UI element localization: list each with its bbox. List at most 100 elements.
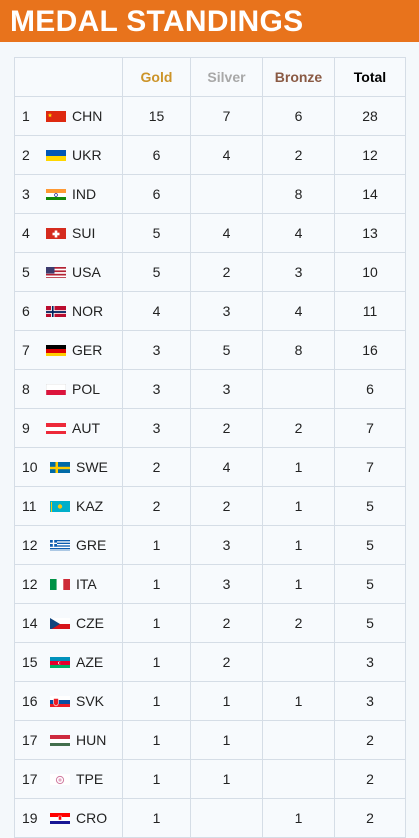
table-row: 14 CZE 1 2 2 5 — [14, 603, 406, 643]
country-cell[interactable]: 5 USA — [14, 252, 123, 292]
rank-label: 8 — [22, 381, 30, 397]
bronze-count: 4 — [262, 291, 335, 331]
country-cell[interactable]: 19 CRO — [14, 798, 123, 838]
bronze-count: 1 — [262, 798, 335, 838]
silver-count: 3 — [190, 369, 263, 409]
page-title: MEDAL STANDINGS — [0, 0, 419, 42]
silver-count: 1 — [190, 759, 263, 799]
table-row: 1 CHN 15 7 6 28 — [14, 96, 406, 136]
silver-count — [190, 174, 263, 214]
total-count: 6 — [334, 369, 406, 409]
country-cell[interactable]: 3 IND — [14, 174, 123, 214]
gold-count: 1 — [122, 564, 191, 604]
country-code: GRE — [76, 537, 107, 553]
table-row: 19 CRO 1 1 2 — [14, 798, 406, 838]
silver-count: 7 — [190, 96, 263, 136]
country-cell[interactable]: 11 KAZ — [14, 486, 123, 526]
silver-column-header[interactable]: Silver — [190, 57, 263, 97]
country-code: HUN — [76, 732, 107, 748]
bronze-count: 2 — [262, 408, 335, 448]
country-code: UKR — [72, 147, 102, 163]
total-count: 11 — [334, 291, 406, 331]
rank-label: 10 — [22, 459, 38, 475]
chinese-taipei-flag-icon — [50, 773, 70, 785]
country-cell[interactable]: 8 POL — [14, 369, 123, 409]
country-cell[interactable]: 12 ITA — [14, 564, 123, 604]
medal-table: Gold Silver Bronze Total 1 CHN 15 7 6 28 2 UKR 6… — [14, 57, 406, 838]
gold-count: 6 — [122, 135, 191, 175]
total-count: 3 — [334, 681, 406, 721]
bronze-count: 2 — [262, 135, 335, 175]
total-column-header[interactable]: Total — [334, 57, 406, 97]
country-code: NOR — [72, 303, 104, 319]
country-code: SVK — [76, 693, 105, 709]
total-count: 12 — [334, 135, 406, 175]
gold-count: 1 — [122, 525, 191, 565]
country-cell[interactable]: 4 SUI — [14, 213, 123, 253]
table-row: 9 AUT 3 2 2 7 — [14, 408, 406, 448]
country-cell[interactable]: 16 SVK — [14, 681, 123, 721]
kazakhstan-flag-icon — [50, 500, 70, 512]
country-cell[interactable]: 9 AUT — [14, 408, 123, 448]
total-count: 14 — [334, 174, 406, 214]
bronze-count: 6 — [262, 96, 335, 136]
norway-flag-icon — [46, 305, 66, 317]
gold-count: 1 — [122, 642, 191, 682]
bronze-column-header[interactable]: Bronze — [262, 57, 335, 97]
bronze-count: 1 — [262, 564, 335, 604]
gold-count: 2 — [122, 447, 191, 487]
rank-label: 2 — [22, 147, 30, 163]
total-count: 2 — [334, 759, 406, 799]
country-cell[interactable]: 10 SWE — [14, 447, 123, 487]
bronze-count: 4 — [262, 213, 335, 253]
rank-label: 9 — [22, 420, 30, 436]
country-cell[interactable]: 17 TPE — [14, 759, 123, 799]
rank-label: 12 — [22, 537, 38, 553]
bronze-count — [262, 759, 335, 799]
hungary-flag-icon — [50, 734, 70, 746]
silver-count: 3 — [190, 564, 263, 604]
table-row: 15 AZE 1 2 3 — [14, 642, 406, 682]
country-column-header — [14, 57, 123, 97]
bronze-count: 1 — [262, 486, 335, 526]
rank-label: 5 — [22, 264, 30, 280]
gold-count: 5 — [122, 252, 191, 292]
gold-column-header[interactable]: Gold — [122, 57, 191, 97]
gold-count: 1 — [122, 603, 191, 643]
silver-count: 3 — [190, 525, 263, 565]
rank-label: 15 — [22, 654, 38, 670]
table-row: 5 USA 5 2 3 10 — [14, 252, 406, 292]
usa-flag-icon — [46, 266, 66, 278]
gold-count: 3 — [122, 330, 191, 370]
country-code: IND — [72, 186, 97, 202]
country-cell[interactable]: 15 AZE — [14, 642, 123, 682]
country-cell[interactable]: 6 NOR — [14, 291, 123, 331]
medal-table-container: Gold Silver Bronze Total 1 CHN 15 7 6 28 2 UKR 6… — [14, 57, 406, 838]
table-header-row: Gold Silver Bronze Total — [14, 57, 406, 97]
gold-count: 5 — [122, 213, 191, 253]
country-cell[interactable]: 7 GER — [14, 330, 123, 370]
rank-label: 12 — [22, 576, 38, 592]
rank-label: 11 — [22, 498, 37, 514]
table-row: 2 UKR 6 4 2 12 — [14, 135, 406, 175]
country-cell[interactable]: 12 GRE — [14, 525, 123, 565]
germany-flag-icon — [46, 344, 66, 356]
bronze-count: 1 — [262, 681, 335, 721]
gold-count: 6 — [122, 174, 191, 214]
rank-label: 14 — [22, 615, 38, 631]
country-cell[interactable]: 2 UKR — [14, 135, 123, 175]
country-code: KAZ — [76, 498, 104, 514]
croatia-flag-icon — [50, 812, 70, 824]
total-count: 5 — [334, 564, 406, 604]
total-count: 5 — [334, 603, 406, 643]
silver-count: 3 — [190, 291, 263, 331]
bronze-count — [262, 369, 335, 409]
country-code: SUI — [72, 225, 96, 241]
gold-count: 1 — [122, 720, 191, 760]
slovakia-flag-icon — [50, 695, 70, 707]
bronze-count: 1 — [262, 525, 335, 565]
country-cell[interactable]: 14 CZE — [14, 603, 123, 643]
bronze-count: 1 — [262, 447, 335, 487]
country-cell[interactable]: 1 CHN — [14, 96, 123, 136]
country-cell[interactable]: 17 HUN — [14, 720, 123, 760]
